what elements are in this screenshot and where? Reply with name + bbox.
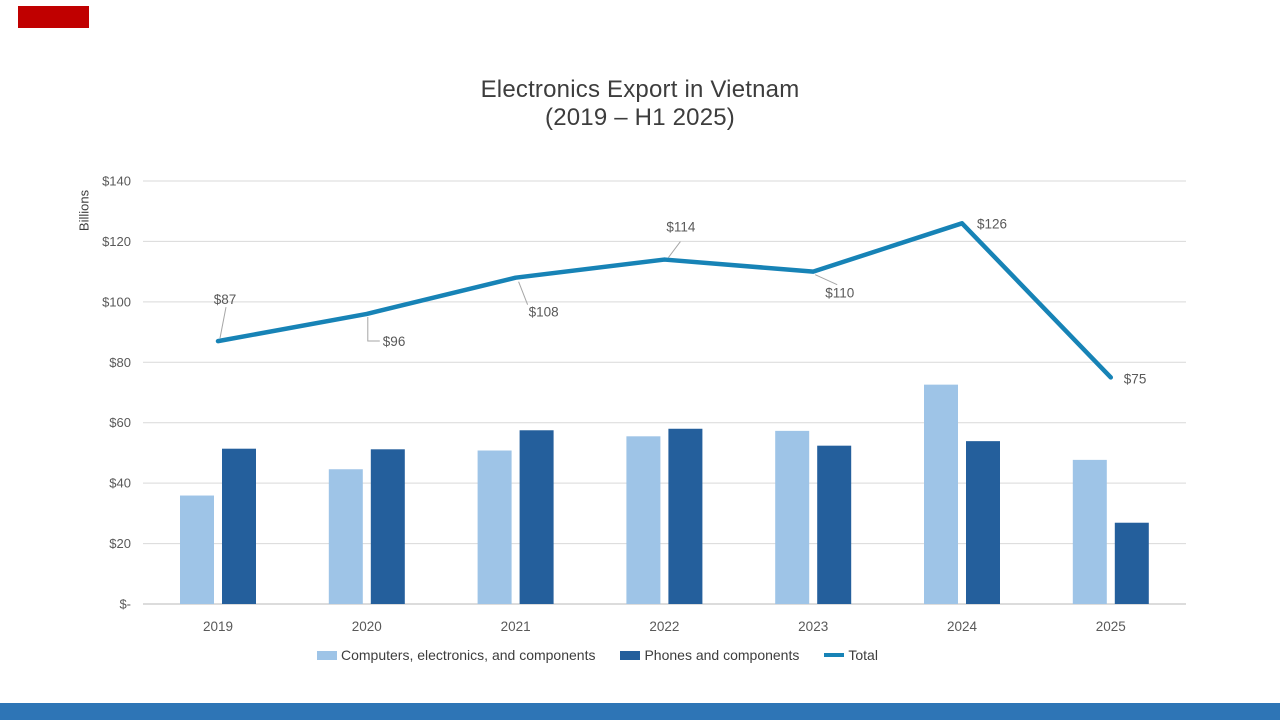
legend-swatch-phones-icon [620, 650, 641, 660]
bar-2025-computers [1072, 459, 1107, 604]
chart-legend: Computers, electronics, and components P… [317, 645, 878, 665]
x-axis-label-2024: 2024 [947, 619, 978, 634]
data-label-leader [367, 316, 380, 342]
chart-subtitle: (2019 – H1 2025) [545, 104, 735, 131]
total-line [215, 221, 1114, 380]
bar-2024-phones [966, 441, 1000, 604]
x-axis-label-2025: 2025 [1096, 619, 1126, 634]
chart-title-block: Electronics Export in Vietnam (2019 – H1… [0, 76, 1280, 132]
bar-2021-computers [477, 450, 512, 604]
legend-item-phones: Phones and components [620, 647, 799, 663]
x-axis-label-2022: 2022 [649, 619, 679, 634]
total-data-label-2021: $108 [529, 305, 559, 320]
y-tick-label: $20 [109, 536, 131, 551]
total-data-label-2025: $75 [1124, 371, 1147, 386]
y-tick-label: $40 [109, 476, 131, 491]
x-axis-label-2019: 2019 [203, 619, 233, 634]
y-tick-label: $80 [109, 355, 131, 370]
x-axis-label-2020: 2020 [352, 619, 382, 634]
legend-swatch-computers-icon [317, 650, 337, 660]
legend-label-phones: Phones and components [644, 647, 800, 663]
total-data-label-2022: $114 [666, 220, 696, 235]
bar-2022-phones [668, 428, 703, 604]
legend-item-computers: Computers, electronics, and components [317, 647, 595, 663]
x-axis-label-2023: 2023 [798, 619, 828, 634]
bar-2019-computers [180, 495, 214, 604]
y-tick-label: $60 [109, 415, 131, 430]
bar-2022-computers [626, 436, 661, 604]
chart-title: Electronics Export in Vietnam [480, 76, 800, 103]
bar-2020-computers [328, 469, 363, 604]
y-tick-label: $120 [102, 234, 131, 249]
x-axis-label-2021: 2021 [501, 619, 531, 634]
legend-item-total: Total [824, 647, 878, 663]
total-data-label-2019: $87 [214, 292, 237, 307]
legend-swatch-total-line-icon [824, 653, 845, 657]
bar-2024-computers [924, 384, 958, 604]
bar-2019-phones [222, 448, 256, 604]
bottom-accent-band [0, 703, 1280, 720]
data-label-leader [219, 307, 227, 339]
total-data-label-2020: $96 [383, 334, 406, 349]
y-tick-label: $100 [102, 294, 131, 309]
total-data-label-2024: $126 [977, 216, 1007, 231]
bar-2021-phones [519, 430, 554, 604]
bar-2025-phones [1114, 522, 1149, 604]
bar-2023-phones [817, 445, 852, 604]
bar-2020-phones [370, 449, 405, 604]
legend-label-total: Total [848, 647, 878, 663]
bar-2023-computers [775, 430, 810, 604]
y-tick-label: $140 [102, 174, 131, 189]
data-label-leader [668, 241, 681, 258]
top-left-accent-bar [18, 6, 89, 28]
data-label-leader [518, 281, 529, 305]
legend-label-computers: Computers, electronics, and components [341, 647, 596, 663]
data-label-leader [814, 274, 838, 286]
total-data-label-2023: $110 [825, 286, 854, 301]
y-tick-label: $- [119, 597, 131, 612]
electronics-export-combo-chart: $140 $120 $100 $80 $60 $40 $20 $- $87 $96 $108 $114… [102, 174, 1186, 634]
